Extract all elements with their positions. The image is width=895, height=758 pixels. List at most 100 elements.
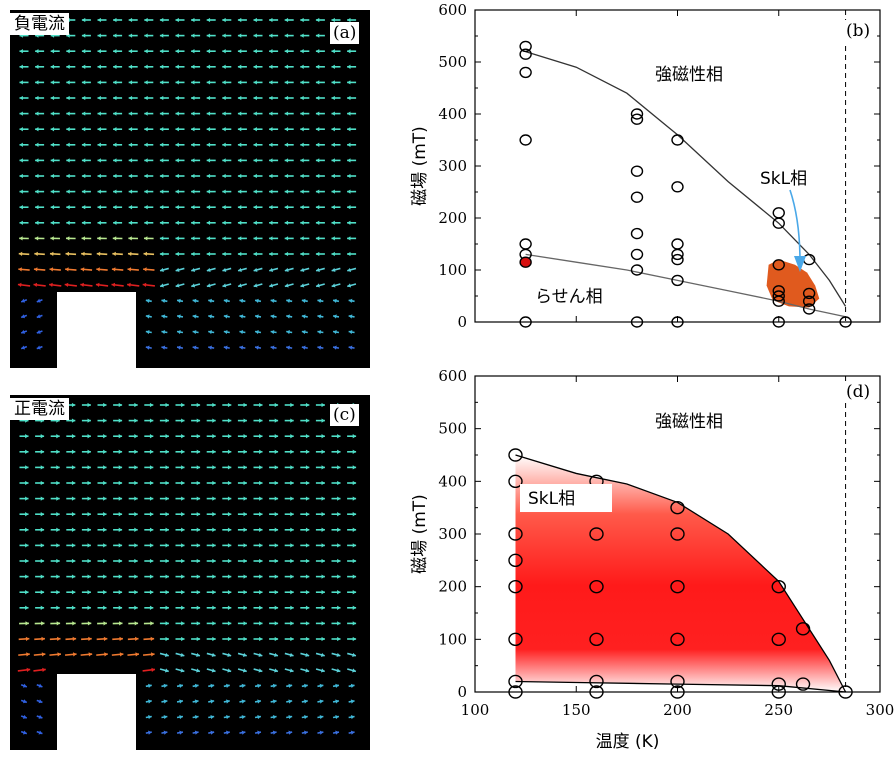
vector-arrow-icon bbox=[347, 80, 357, 85]
vector-arrow-icon bbox=[159, 636, 169, 642]
vector-arrow-icon bbox=[284, 236, 294, 241]
vector-arrow-icon bbox=[206, 142, 216, 147]
vector-arrow-icon bbox=[315, 158, 325, 163]
vector-arrow-icon bbox=[253, 251, 263, 257]
y-tick-label: 500 bbox=[438, 53, 467, 71]
data-point bbox=[519, 316, 532, 328]
vector-arrow-icon bbox=[206, 434, 216, 439]
vector-arrow-icon bbox=[222, 496, 232, 501]
vector-arrow-icon bbox=[128, 49, 138, 54]
vector-arrow-icon bbox=[300, 33, 310, 38]
vector-arrow-icon bbox=[284, 605, 294, 610]
vector-arrow-icon bbox=[66, 434, 76, 439]
vector-arrow-icon bbox=[206, 636, 216, 642]
vector-arrow-icon bbox=[144, 80, 154, 85]
data-point bbox=[772, 207, 785, 219]
vector-arrow-icon bbox=[145, 699, 152, 704]
vector-arrow-icon bbox=[237, 434, 247, 439]
vector-arrow-icon bbox=[144, 449, 154, 454]
vector-arrow-icon bbox=[223, 298, 230, 303]
vector-arrow-icon bbox=[253, 402, 263, 408]
data-point bbox=[589, 579, 604, 594]
vector-arrow-icon bbox=[286, 730, 293, 735]
vector-arrow-icon bbox=[315, 574, 325, 579]
vector-arrow-icon bbox=[300, 480, 310, 486]
vector-arrow-icon bbox=[222, 434, 232, 439]
vector-arrow-icon bbox=[64, 282, 77, 288]
data-point bbox=[670, 674, 685, 689]
vector-arrow-icon bbox=[66, 480, 76, 486]
vector-arrow-icon bbox=[50, 621, 61, 626]
data-point bbox=[670, 685, 685, 699]
panel-a-label: 負電流 bbox=[10, 13, 69, 35]
data-point bbox=[795, 622, 811, 636]
vector-arrow-icon bbox=[144, 111, 154, 116]
vector-arrow-icon bbox=[159, 80, 169, 85]
vector-arrow-icon bbox=[97, 465, 107, 470]
vector-arrow-icon bbox=[128, 173, 138, 179]
vector-arrow-icon bbox=[35, 205, 45, 210]
vector-arrow-icon bbox=[269, 465, 279, 470]
data-point bbox=[671, 253, 684, 266]
vector-arrow-icon bbox=[36, 714, 43, 719]
vector-arrow-icon bbox=[175, 496, 185, 501]
vector-arrow-icon bbox=[50, 512, 60, 517]
data-point bbox=[508, 579, 523, 594]
vector-arrow-icon bbox=[81, 496, 91, 501]
vector-arrow-icon bbox=[50, 236, 61, 241]
vector-arrow-icon bbox=[81, 220, 91, 225]
vector-arrow-icon bbox=[113, 17, 123, 23]
vector-arrow-icon bbox=[113, 205, 123, 210]
vector-arrow-icon bbox=[96, 652, 108, 657]
y-tick-label: 300 bbox=[438, 525, 467, 543]
vector-arrow-icon bbox=[97, 605, 107, 610]
vector-arrow-icon bbox=[222, 173, 232, 179]
vector-arrow-icon bbox=[144, 543, 154, 548]
data-point bbox=[772, 295, 785, 307]
vector-arrow-icon bbox=[50, 605, 60, 610]
vector-arrow-icon bbox=[19, 80, 29, 85]
vector-arrow-icon bbox=[49, 636, 61, 642]
vector-arrow-icon bbox=[192, 714, 199, 720]
vector-arrow-icon bbox=[222, 220, 232, 225]
data-point bbox=[630, 113, 644, 125]
vector-arrow-icon bbox=[161, 683, 168, 688]
vector-arrow-icon bbox=[159, 558, 169, 564]
vector-arrow-icon bbox=[144, 418, 154, 423]
vector-arrow-icon bbox=[128, 402, 138, 408]
vector-arrow-icon bbox=[66, 527, 76, 532]
vector-arrow-icon bbox=[81, 480, 91, 486]
vector-arrow-icon bbox=[113, 418, 123, 423]
vector-arrow-icon bbox=[159, 236, 169, 241]
vector-arrow-icon bbox=[269, 668, 279, 673]
y-tick-label: 600 bbox=[438, 367, 467, 385]
panel-c-label: 正電流 bbox=[10, 398, 69, 420]
vector-arrow-icon bbox=[36, 298, 43, 303]
vector-arrow-icon bbox=[50, 220, 60, 225]
vector-arrow-icon bbox=[222, 449, 232, 454]
vector-arrow-icon bbox=[19, 590, 29, 595]
vector-arrow-icon bbox=[175, 574, 185, 579]
vector-arrow-icon bbox=[50, 480, 60, 486]
vector-arrow-icon bbox=[284, 220, 294, 225]
vector-arrow-icon bbox=[191, 80, 201, 85]
vector-arrow-icon bbox=[19, 142, 29, 147]
data-point bbox=[508, 674, 523, 689]
vector-arrow-icon bbox=[192, 730, 199, 735]
vector-arrow-icon bbox=[300, 64, 310, 69]
vector-arrow-icon bbox=[20, 683, 28, 688]
vector-arrow-icon bbox=[347, 527, 357, 532]
vector-arrow-icon bbox=[19, 574, 29, 579]
vector-arrow-icon bbox=[348, 714, 355, 720]
vector-arrow-icon bbox=[331, 668, 341, 673]
vector-arrow-icon bbox=[222, 668, 232, 673]
vector-arrow-icon bbox=[81, 605, 91, 610]
vector-arrow-icon bbox=[159, 220, 169, 225]
vector-arrow-icon bbox=[284, 173, 294, 179]
vector-arrow-icon bbox=[191, 220, 201, 225]
vector-arrow-icon bbox=[315, 251, 325, 257]
vector-arrow-icon bbox=[35, 127, 45, 132]
vector-arrow-icon bbox=[81, 80, 91, 85]
vector-arrow-icon bbox=[113, 512, 123, 517]
vector-arrow-icon bbox=[176, 714, 184, 720]
